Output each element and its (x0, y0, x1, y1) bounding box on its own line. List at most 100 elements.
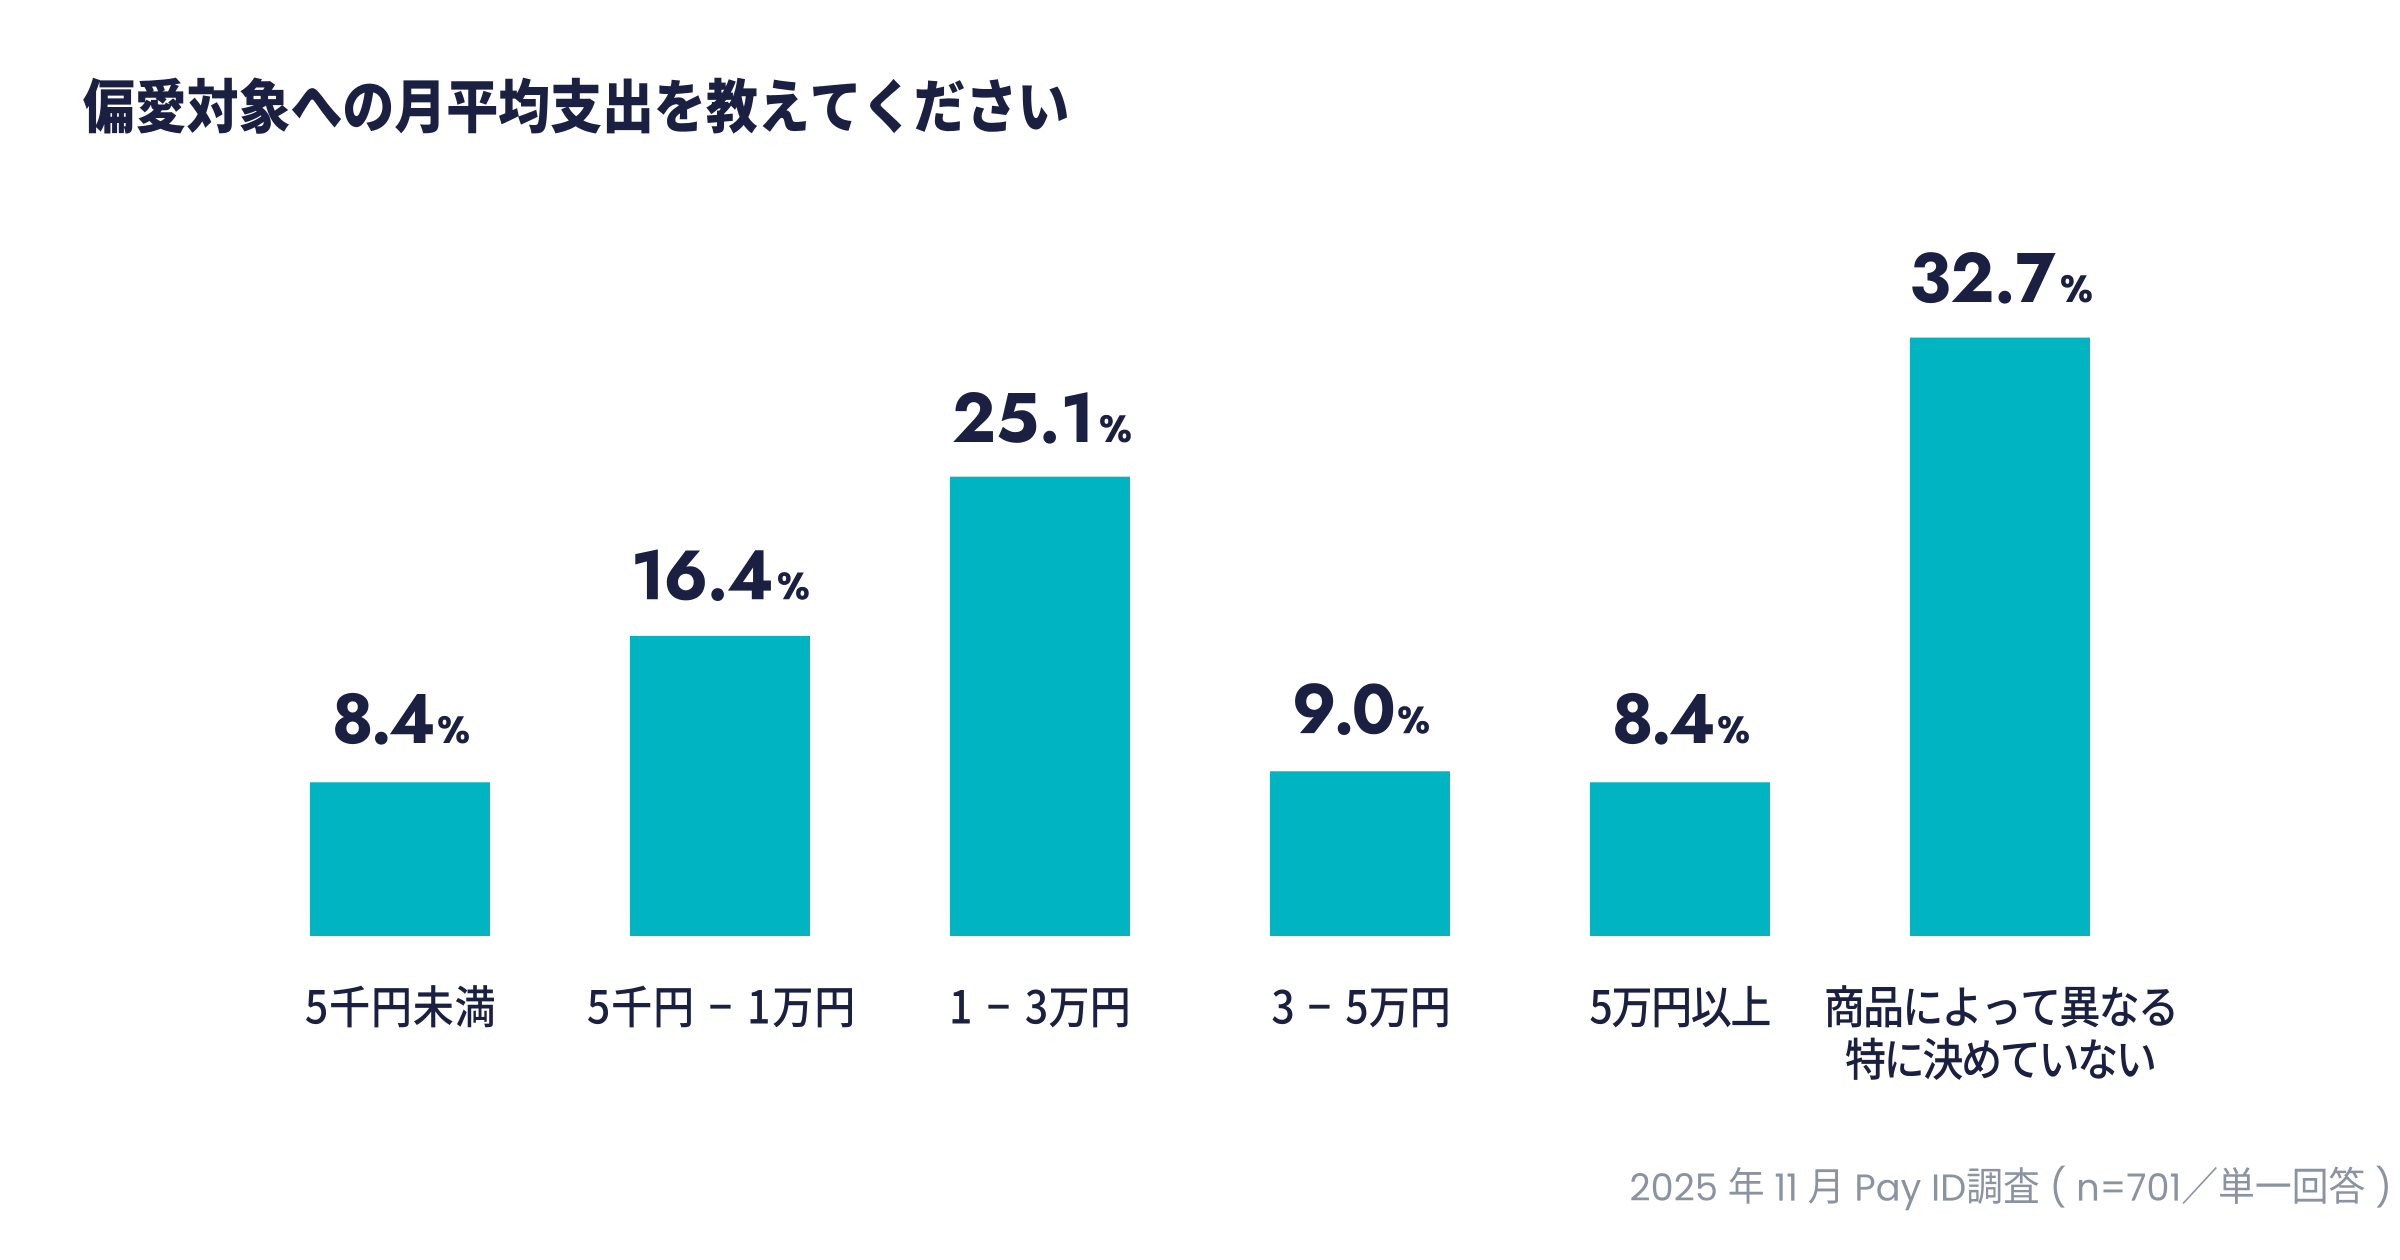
category-label-glyph (750, 990, 768, 1024)
category-label: 特に決めていない (1846, 1038, 2160, 1084)
footer-glyph (1933, 1174, 1938, 1201)
category-label-glyph (1732, 985, 1770, 1026)
category-label-glyph (2080, 1039, 2116, 1079)
footer-glyph (1857, 1174, 1875, 1201)
category-label-glyph (1846, 1037, 1885, 1080)
value-label-glyph (635, 549, 658, 600)
value-label-glyph (1064, 392, 1088, 442)
value-label-glyph (1951, 252, 1992, 302)
percent-glyph (1398, 706, 1429, 734)
value-label-glyph (998, 393, 1037, 443)
category-label-glyph (1309, 1004, 1330, 1009)
value-label-glyph (1654, 731, 1668, 745)
category-label-glyph (455, 985, 495, 1028)
title-glyph (551, 77, 601, 134)
category-label-glyph (1692, 987, 1731, 1028)
category-label-glyph (2003, 1042, 2036, 1078)
chart-title: 偏愛対象への月平均支出を教えてください (83, 78, 1107, 144)
percent-glyph (438, 715, 469, 744)
value-label-glyph (711, 588, 724, 601)
category-label: 5千円 − 1万円 (588, 986, 858, 1032)
category-label-glyph (1413, 988, 1448, 1028)
title-glyph (448, 81, 497, 134)
title-glyph (870, 78, 902, 134)
bars-group (310, 337, 2090, 937)
value-label: 8.4% (1615, 691, 1755, 747)
percent-glyph (1718, 715, 1749, 744)
category-label-glyph (2142, 988, 2174, 1026)
footer-glyph (2329, 1166, 2365, 1204)
category-label-glyph (1654, 988, 1689, 1028)
category-label-glyph (2023, 990, 2057, 1026)
category-label-glyph (1964, 1040, 1999, 1079)
category-label-glyph (2120, 1043, 2154, 1077)
category-label-glyph (1049, 988, 1088, 1028)
value-label-glyph (374, 731, 388, 745)
footer-glyph (2103, 1181, 2123, 1193)
title-glyph (813, 83, 856, 131)
bar-0 (310, 782, 490, 936)
value-label-glyph (1354, 683, 1394, 735)
footer-glyph (2078, 1179, 2098, 1201)
category-label-glyph (331, 985, 369, 1028)
footer-glyph (1775, 1173, 1783, 1201)
value-label-glyph (1337, 722, 1351, 735)
footer-glyph (1808, 1169, 1838, 1204)
category-label: 5千円未満 (306, 986, 500, 1032)
footer-glyph (1631, 1173, 1649, 1201)
value-label: 16.4% (635, 547, 814, 603)
title-glyph (395, 80, 439, 134)
category-label-glyph (374, 988, 409, 1028)
category-label-glyph (1025, 989, 1046, 1025)
title-glyph (1022, 85, 1067, 130)
bar-4 (1590, 782, 1770, 936)
category-label-glyph (710, 1004, 731, 1009)
category-label: 3 − 5万円 (1273, 986, 1454, 1032)
category-label-glyph (952, 990, 970, 1024)
category-label: 5万円以上 (1591, 986, 1776, 1032)
category-label-glyph (1826, 985, 1863, 1028)
footer-glyph (1967, 1168, 2001, 1205)
title-glyph (706, 77, 758, 134)
value-labels-group (335, 252, 2092, 745)
footer-glyph (1943, 1174, 1965, 1201)
title-glyph (499, 77, 548, 134)
footer-glyph (1675, 1173, 1694, 1201)
footer-glyph (2220, 1167, 2254, 1204)
category-label-glyph (1866, 987, 1902, 1028)
footer-glyph (2053, 1165, 2066, 1208)
title-glyph (762, 79, 806, 132)
category-label-glyph (1612, 988, 1651, 1028)
footer-glyph (1729, 1167, 1763, 1204)
category-label-glyph (1907, 988, 1940, 1026)
category-label-glyph (656, 988, 691, 1028)
title-glyph (915, 80, 964, 132)
value-label: 25.1% (953, 390, 1137, 446)
category-label-glyph (587, 990, 609, 1025)
category-label-glyph (2102, 986, 2138, 1027)
value-label-glyph (335, 692, 371, 745)
survey-source-note: 2025 年 11 月 Pay ID調査 ( n=701／単一回答 ) (1629, 1171, 2400, 1211)
value-label-glyph (1912, 252, 1949, 304)
value-label: 8.4% (335, 691, 475, 747)
title-glyph (656, 79, 702, 132)
footer-glyph (2004, 1167, 2039, 1203)
category-label-glyph (613, 985, 651, 1028)
category-label-glyph (413, 985, 453, 1028)
category-label: 商品によって異なる (1827, 986, 2180, 1032)
value-label-glyph (1615, 692, 1651, 745)
category-label: 1 − 3万円 (953, 986, 1134, 1032)
title-glyph (187, 77, 238, 134)
footer-glyph (1787, 1173, 1795, 1201)
value-label-glyph (727, 550, 771, 600)
value-label-glyph (389, 694, 433, 743)
value-label-glyph (1998, 290, 2012, 304)
footer-glyph (2256, 1183, 2291, 1187)
percent-glyph (2061, 274, 2092, 303)
category-label-glyph (2061, 986, 2099, 1028)
bar-1 (630, 635, 810, 936)
value-label: 32.7% (1912, 250, 2098, 306)
category-label-glyph (1346, 990, 1367, 1025)
